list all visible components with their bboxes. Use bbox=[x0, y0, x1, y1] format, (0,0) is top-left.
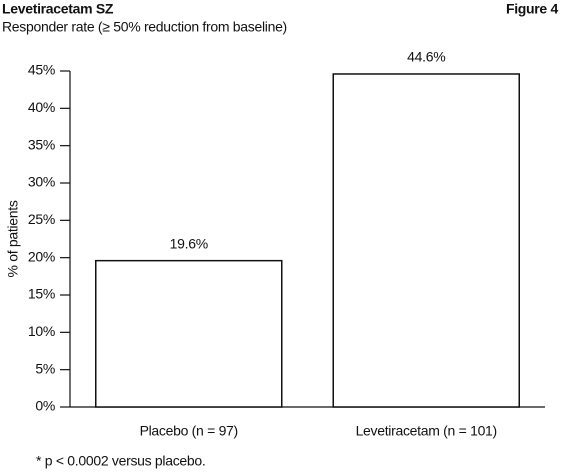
y-tick-label: 10% bbox=[28, 323, 55, 339]
y-tick-label: 15% bbox=[28, 286, 55, 302]
y-tick-label: 0% bbox=[35, 398, 55, 414]
y-tick-label: 30% bbox=[28, 174, 55, 190]
y-tick-label: 20% bbox=[28, 248, 55, 264]
figure-label: Figure 4 bbox=[506, 1, 559, 17]
y-axis-label: % of patients bbox=[5, 200, 21, 277]
value-label: 19.6% bbox=[170, 235, 208, 251]
y-tick-label: 40% bbox=[28, 99, 55, 115]
chart-title: Levetiracetam SZ bbox=[2, 1, 114, 17]
bar bbox=[95, 259, 283, 408]
value-label: 44.6% bbox=[407, 49, 445, 65]
y-tick-label: 25% bbox=[28, 211, 55, 227]
bar bbox=[332, 73, 520, 408]
y-tick-label: 5% bbox=[35, 360, 55, 376]
y-tick-label: 45% bbox=[28, 62, 55, 78]
footnote: * p < 0.0002 versus placebo. bbox=[36, 453, 205, 469]
y-tick-label: 35% bbox=[28, 136, 55, 152]
chart-subtitle: Responder rate (≥ 50% reduction from bas… bbox=[2, 19, 287, 35]
x-tick-label: Placebo (n = 97) bbox=[140, 423, 238, 439]
x-tick-label: Levetiracetam (n = 101) bbox=[356, 423, 497, 439]
